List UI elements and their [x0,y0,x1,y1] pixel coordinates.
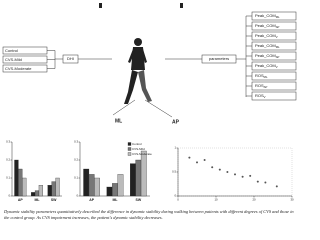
parameter-label: Peak_COMML [255,13,280,19]
parameter-sub: V [264,95,266,99]
y-tick-label: 0.2 [74,158,78,162]
legend-label: Control [132,142,142,146]
legend-swatch [127,152,132,156]
bar [106,186,113,197]
page: {"diagram": { "groups": ["Control", "CVS… [2,3,297,220]
scatter-point [234,173,236,176]
bar [117,174,124,197]
parameter-sub: ML [264,75,268,79]
parameter-label: Peak_COMML [255,43,280,49]
legend-swatch [127,147,132,151]
scatter-point [249,174,252,177]
ml-label: ML [115,118,122,124]
bar [130,163,136,197]
y-tick-label: 0 [8,194,10,198]
parameter-label: Peak_COMV [255,33,278,39]
parameter-sub: AP [276,25,280,29]
figure: ML AP DHI parameters ControlCVS-MildCVS-… [2,3,297,202]
y-tick-label: 0.1 [6,176,10,180]
parameter-base: Peak_COM [255,43,276,48]
bar [135,159,142,197]
bar [112,183,118,197]
x-tick-label: AP [89,198,95,202]
bar [55,177,60,197]
scatter-point [256,180,259,183]
parameter-sub: V [276,35,278,39]
x-tick-label: SW [51,198,57,202]
x-tick-label: 30 [290,198,294,202]
bar [34,190,40,197]
x-tick-label: ML [34,198,40,202]
x-tick-label: ML [112,198,118,202]
parameter-label: Peak_COMV [255,63,278,69]
bar [31,192,36,197]
y-tick-label: 0.1 [74,176,78,180]
group-label: CVS-Mild [5,57,22,62]
ap-arrow [144,99,173,118]
scatter-point [211,166,214,169]
parameter-label: Peak_COMAP [255,23,280,29]
y-tick-label: 1 [174,146,176,150]
parameter-sub: AP [276,55,280,59]
scatter-point [241,175,244,178]
x-tick-label: 0 [177,198,179,202]
scatter-point [264,181,267,184]
scatter-point [196,161,198,164]
y-tick-label: 0.2 [6,158,10,162]
scatter-point [275,185,278,188]
y-tick-label: 0 [76,194,78,198]
bar [140,150,147,197]
group-label: CVS-Moderate [5,66,32,71]
parameter-base: Peak_COM [255,33,276,38]
scatter-point [226,171,229,173]
bar [88,174,95,197]
parameter-sub: AP [264,85,268,89]
y-tick-label: 0.3 [6,140,10,144]
parameter-base: ROS [255,93,264,98]
bar [47,185,52,197]
scatter-point [203,159,206,161]
parameter-base: Peak_COM [255,53,276,58]
y-tick-label: 0.3 [74,140,78,144]
parameter-label: ROSV [255,93,266,99]
bar [94,177,100,197]
ml-arrow [112,99,136,116]
parameter-base: Peak_COM [255,13,276,18]
y-tick-label: 0 [174,194,176,198]
x-tick-label: AP [18,198,24,202]
bar [83,168,90,197]
legend-swatch [127,142,132,146]
bar [14,159,19,197]
bar [22,177,27,197]
bar [51,181,56,197]
x-tick-label: 20 [252,198,256,202]
marker-icons [99,3,183,8]
parameter-sub: ML [276,15,280,19]
parameter-sub: ML [276,45,280,49]
plot-frame [177,147,293,197]
x-tick-label: 10 [214,198,218,202]
x-tick-label: SW [136,198,142,202]
parameter-label: ROSAP [255,83,268,89]
parameter-base: ROS [255,83,264,88]
parameter-label: ROSML [255,73,268,79]
parameter-base: ROS [255,73,264,78]
method-label: DHI [67,56,74,61]
ap-label: AP [172,119,180,125]
parameter-base: Peak_COM [255,23,276,28]
caption: Dynamic stability parameters quantitativ… [4,209,294,220]
bar [38,185,43,197]
parameter-base: Peak_COM [255,63,276,68]
parameters-label: parameters [209,56,229,61]
bar [18,168,23,197]
scatter-point [218,168,221,171]
y-tick-label: 0.5 [172,170,176,174]
group-label: Control [5,48,18,53]
parameter-label: Peak_COMAP [255,53,280,59]
legend-label: CVS-Moderate [132,152,152,156]
scatter-point [188,156,191,159]
walking-person [124,38,152,104]
parameter-sub: V [276,65,278,69]
legend-label: CVS-Mild [132,147,145,151]
